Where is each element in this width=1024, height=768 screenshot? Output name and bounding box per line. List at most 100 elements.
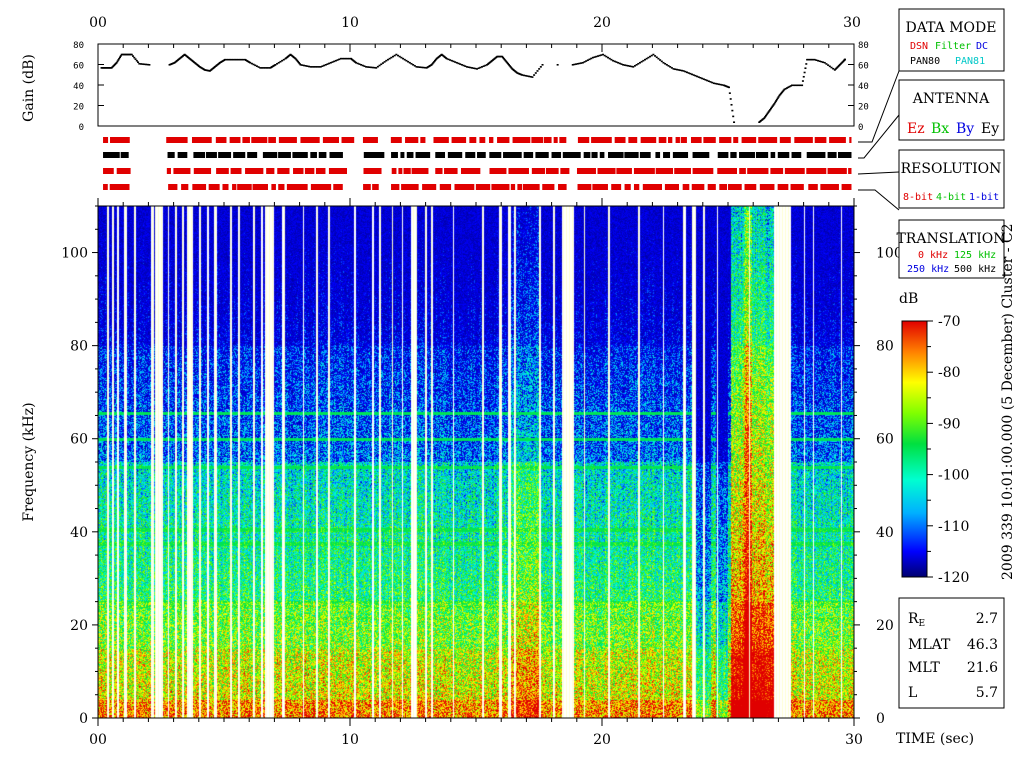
status-segment-row-1 <box>406 152 414 158</box>
colorbar-tick-label--110: -110 <box>938 519 969 535</box>
colorbar-tick-label--120: -120 <box>938 570 969 586</box>
status-segment-row-0 <box>341 137 355 143</box>
gain-point <box>699 76 702 79</box>
gain-point <box>696 75 699 78</box>
status-segment-row-3 <box>759 184 775 190</box>
status-segment-row-2 <box>784 168 805 174</box>
gain-point <box>229 58 232 61</box>
gain-point <box>390 56 393 59</box>
gain-point <box>356 62 359 65</box>
gain-tick-label-right-20: 20 <box>858 103 869 113</box>
status-segment-row-2 <box>717 168 737 174</box>
time-axis-ticks: 00 10 20 30 <box>89 198 863 748</box>
status-segment-row-1 <box>206 152 217 158</box>
gain-point <box>119 55 122 57</box>
gain-point <box>395 53 398 56</box>
gain-point <box>650 54 653 57</box>
gain-point <box>281 59 284 62</box>
gain-point <box>397 54 400 57</box>
status-segment-row-3 <box>719 184 728 190</box>
colorbar: dB -70 -80 -90 -100 -110 -120 2009 339 10:01:… <box>899 223 1016 586</box>
gain-point <box>652 53 655 56</box>
gain-point <box>509 66 512 68</box>
status-segment-row-1 <box>770 152 776 158</box>
gain-point <box>830 66 833 69</box>
data-mode-dc: DC <box>976 41 988 52</box>
gain-point <box>573 63 576 66</box>
status-segment-row-1 <box>717 152 729 158</box>
gain-point <box>665 64 668 66</box>
gain-point <box>132 55 135 57</box>
status-segment-row-0 <box>103 137 109 143</box>
gain-point <box>797 84 800 87</box>
gain-point <box>318 66 321 68</box>
status-segment-row-2 <box>103 168 114 174</box>
gain-point <box>225 58 228 61</box>
status-segment-row-3 <box>401 184 419 190</box>
status-segment-row-0 <box>512 137 531 143</box>
freq-tick-label-right-20: 20 <box>876 618 894 634</box>
gain-point <box>590 57 593 60</box>
gain-point <box>649 55 652 58</box>
status-segment-row-3 <box>271 184 276 190</box>
gain-point <box>430 64 433 66</box>
gain-point <box>804 67 807 70</box>
gain-point <box>583 61 586 63</box>
gain-point <box>276 62 279 65</box>
status-segment-row-1 <box>218 152 232 158</box>
gain-point <box>252 63 255 66</box>
gain-point <box>686 71 688 74</box>
colorbar-tick-label--80: -80 <box>938 365 961 381</box>
gain-point <box>660 60 663 63</box>
status-segment-row-0 <box>543 137 552 143</box>
gain-point <box>834 68 837 70</box>
gain-tick-label-right-40: 40 <box>858 82 869 92</box>
gain-point <box>311 66 314 68</box>
gain-point <box>306 65 309 67</box>
status-segment-row-2 <box>304 168 315 174</box>
gain-point <box>314 66 317 68</box>
freq-tick-label-right-40: 40 <box>876 525 894 541</box>
gain-point <box>623 64 626 66</box>
data-mode-pan81: PAN81 <box>955 56 985 67</box>
gain-point <box>591 56 594 59</box>
gain-point <box>620 63 623 65</box>
status-segment-row-3 <box>820 184 839 190</box>
status-segment-row-0 <box>794 137 813 143</box>
gain-point <box>808 58 811 61</box>
gain-point <box>477 67 480 70</box>
status-segment-row-0 <box>420 137 426 143</box>
connector-translation <box>858 189 900 211</box>
status-segment-row-2 <box>315 168 326 174</box>
gain-point <box>728 86 730 89</box>
gain-point <box>523 74 526 77</box>
gain-point <box>346 57 349 60</box>
freq-tick-label-left-20: 20 <box>70 618 88 634</box>
gain-point <box>664 62 667 65</box>
antenna-box: ANTENNA Ez Bx By Ey <box>898 79 1005 141</box>
gain-point <box>807 58 810 61</box>
colorbar-tick-label--70: -70 <box>938 314 961 330</box>
status-segment-row-0 <box>703 137 716 143</box>
gain-point <box>613 60 616 63</box>
status-segment-row-3 <box>252 184 268 190</box>
gain-point <box>224 58 226 61</box>
gain-point <box>817 59 820 62</box>
translation-box: TRANSLATION 0 kHz 125 kHz 250 kHz 500 kH… <box>896 219 1006 279</box>
status-segment-row-3 <box>592 184 608 190</box>
gain-point <box>117 59 120 61</box>
freq-tick-label-left-40: 40 <box>70 525 88 541</box>
gain-point <box>585 60 588 62</box>
gain-point <box>593 56 596 58</box>
status-segment-row-2 <box>245 168 264 174</box>
gain-point <box>422 66 425 69</box>
status-segment-row-2 <box>508 168 529 174</box>
gain-point <box>319 66 322 68</box>
status-segment-row-1 <box>262 152 278 158</box>
gain-tick-label-left-0: 0 <box>79 123 84 133</box>
gain-point <box>820 60 823 63</box>
gain-point <box>323 64 326 67</box>
gain-point <box>709 81 712 83</box>
freq-tick-label-right-0: 0 <box>876 711 885 727</box>
status-segment-row-1 <box>177 152 188 158</box>
